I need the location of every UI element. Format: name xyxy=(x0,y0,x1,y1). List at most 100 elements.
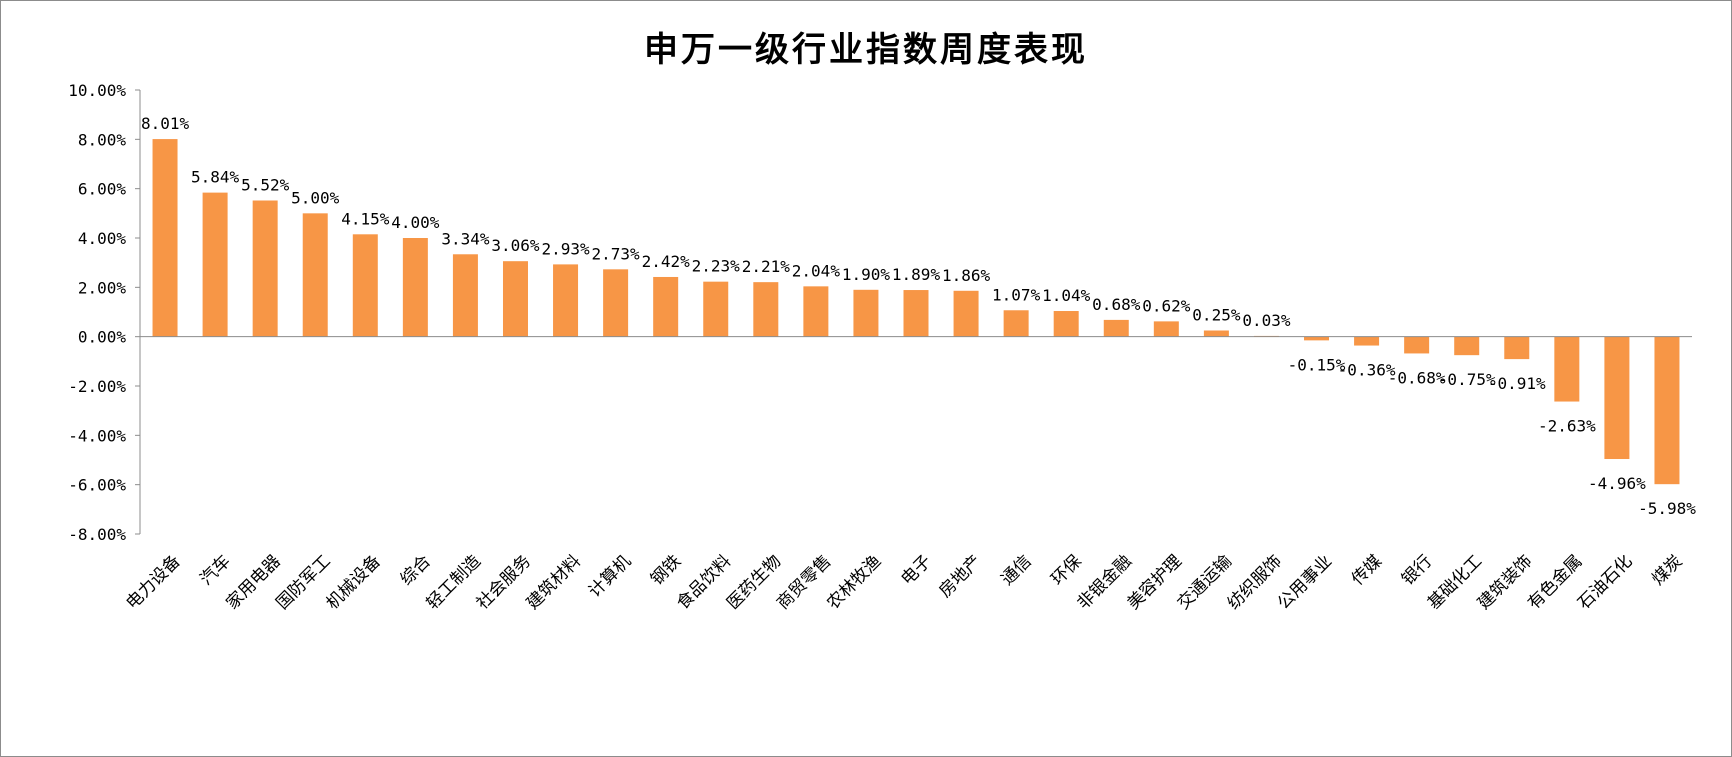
bar[interactable] xyxy=(1454,336,1480,356)
category-label: 轻工制造 xyxy=(423,551,485,613)
bar[interactable] xyxy=(1504,336,1530,360)
category-label: 基础化工 xyxy=(1424,551,1486,613)
bar[interactable] xyxy=(1304,336,1330,341)
data-label: 1.86% xyxy=(942,266,991,285)
category-label: 医药生物 xyxy=(723,551,785,613)
data-label: 0.03% xyxy=(1242,311,1291,330)
chart-title: 申万一级行业指数周度表现 xyxy=(644,30,1088,70)
bar[interactable] xyxy=(302,213,328,337)
y-tick-label: -8.00% xyxy=(68,525,126,544)
bar[interactable] xyxy=(853,289,879,337)
bar[interactable] xyxy=(803,286,829,337)
category-label: 通信 xyxy=(997,551,1035,589)
category-label: 石油石化 xyxy=(1574,551,1636,613)
bar[interactable] xyxy=(252,200,278,337)
category-label: 食品饮料 xyxy=(673,551,735,613)
category-label: 家用电器 xyxy=(222,551,284,613)
data-label: 0.68% xyxy=(1092,295,1141,314)
bar[interactable] xyxy=(502,261,528,337)
category-label: 电子 xyxy=(897,551,935,589)
data-label: 2.21% xyxy=(742,257,791,276)
data-label: -5.98% xyxy=(1638,499,1696,518)
category-label: 汽车 xyxy=(196,551,234,589)
y-tick-label: -6.00% xyxy=(68,476,126,495)
category-label: 房地产 xyxy=(935,551,985,601)
bar[interactable] xyxy=(402,238,428,337)
category-label: 煤炭 xyxy=(1648,551,1686,589)
category-label: 传媒 xyxy=(1348,551,1386,589)
data-label: 2.93% xyxy=(541,239,590,258)
bar[interactable] xyxy=(152,139,178,337)
data-label: 0.62% xyxy=(1142,296,1191,315)
bar[interactable] xyxy=(1203,330,1229,337)
data-label: 2.23% xyxy=(692,257,741,276)
data-label: 4.15% xyxy=(341,209,390,228)
bar[interactable] xyxy=(1654,336,1680,485)
bar[interactable] xyxy=(653,276,679,337)
bar[interactable] xyxy=(1554,336,1580,402)
bar[interactable] xyxy=(703,281,729,337)
bar[interactable] xyxy=(553,264,579,337)
category-label: 交通运输 xyxy=(1174,551,1236,613)
y-tick-label: 10.00% xyxy=(68,81,126,100)
y-tick-label: 0.00% xyxy=(78,328,127,347)
y-tick-label: -4.00% xyxy=(68,426,126,445)
category-label: 计算机 xyxy=(585,551,635,601)
bar[interactable] xyxy=(1404,336,1430,354)
data-label: 5.84% xyxy=(191,168,240,187)
bar[interactable] xyxy=(1053,311,1079,337)
category-label: 电力设备 xyxy=(122,551,184,613)
category-label: 公用事业 xyxy=(1274,551,1336,613)
data-label: 5.52% xyxy=(241,176,290,195)
bar[interactable] xyxy=(1003,310,1029,337)
data-label: -0.15% xyxy=(1288,355,1346,374)
data-label: 0.25% xyxy=(1192,306,1241,325)
data-label: -0.68% xyxy=(1388,368,1446,387)
category-label: 有色金属 xyxy=(1524,551,1586,613)
bar[interactable] xyxy=(1103,319,1129,337)
category-label: 银行 xyxy=(1398,551,1436,589)
y-tick-label: 6.00% xyxy=(78,180,127,199)
data-label: -2.63% xyxy=(1538,417,1596,436)
bar[interactable] xyxy=(953,290,979,337)
category-label: 纺织服饰 xyxy=(1224,551,1286,613)
category-label: 国防军工 xyxy=(273,551,335,613)
category-label: 综合 xyxy=(397,551,435,589)
category-label: 环保 xyxy=(1048,551,1086,589)
data-label: 1.90% xyxy=(842,265,891,284)
bar[interactable] xyxy=(452,254,478,337)
data-label: -4.96% xyxy=(1588,474,1646,493)
data-label: -0.36% xyxy=(1338,361,1396,380)
data-label: 3.34% xyxy=(441,229,490,248)
bar[interactable] xyxy=(1604,336,1630,460)
bar[interactable] xyxy=(202,192,228,337)
data-label: 2.04% xyxy=(792,261,841,280)
category-label: 建筑材料 xyxy=(523,551,585,613)
category-label: 机械设备 xyxy=(323,551,385,613)
data-label: 4.00% xyxy=(391,213,440,232)
bar[interactable] xyxy=(1354,336,1380,346)
data-label: 2.42% xyxy=(642,252,691,271)
bar[interactable] xyxy=(753,282,779,337)
bar[interactable] xyxy=(603,269,629,337)
category-label: 美容护理 xyxy=(1124,551,1186,613)
y-tick-label: 2.00% xyxy=(78,278,127,297)
category-label: 钢铁 xyxy=(647,551,685,589)
y-tick-label: -2.00% xyxy=(68,377,126,396)
bar[interactable] xyxy=(1153,321,1179,337)
category-label: 农林牧渔 xyxy=(823,551,885,613)
data-label: 1.89% xyxy=(892,265,941,284)
data-label: -0.75% xyxy=(1438,370,1496,389)
y-tick-label: 8.00% xyxy=(78,130,127,149)
data-label: 3.06% xyxy=(491,236,540,255)
data-label: 8.01% xyxy=(141,114,190,133)
category-label: 社会服务 xyxy=(473,551,535,613)
category-label: 非银金融 xyxy=(1074,551,1136,613)
bar[interactable] xyxy=(352,234,378,337)
data-label: 5.00% xyxy=(291,188,340,207)
data-label: -0.91% xyxy=(1488,374,1546,393)
bar[interactable] xyxy=(903,290,929,337)
y-tick-label: 4.00% xyxy=(78,229,127,248)
